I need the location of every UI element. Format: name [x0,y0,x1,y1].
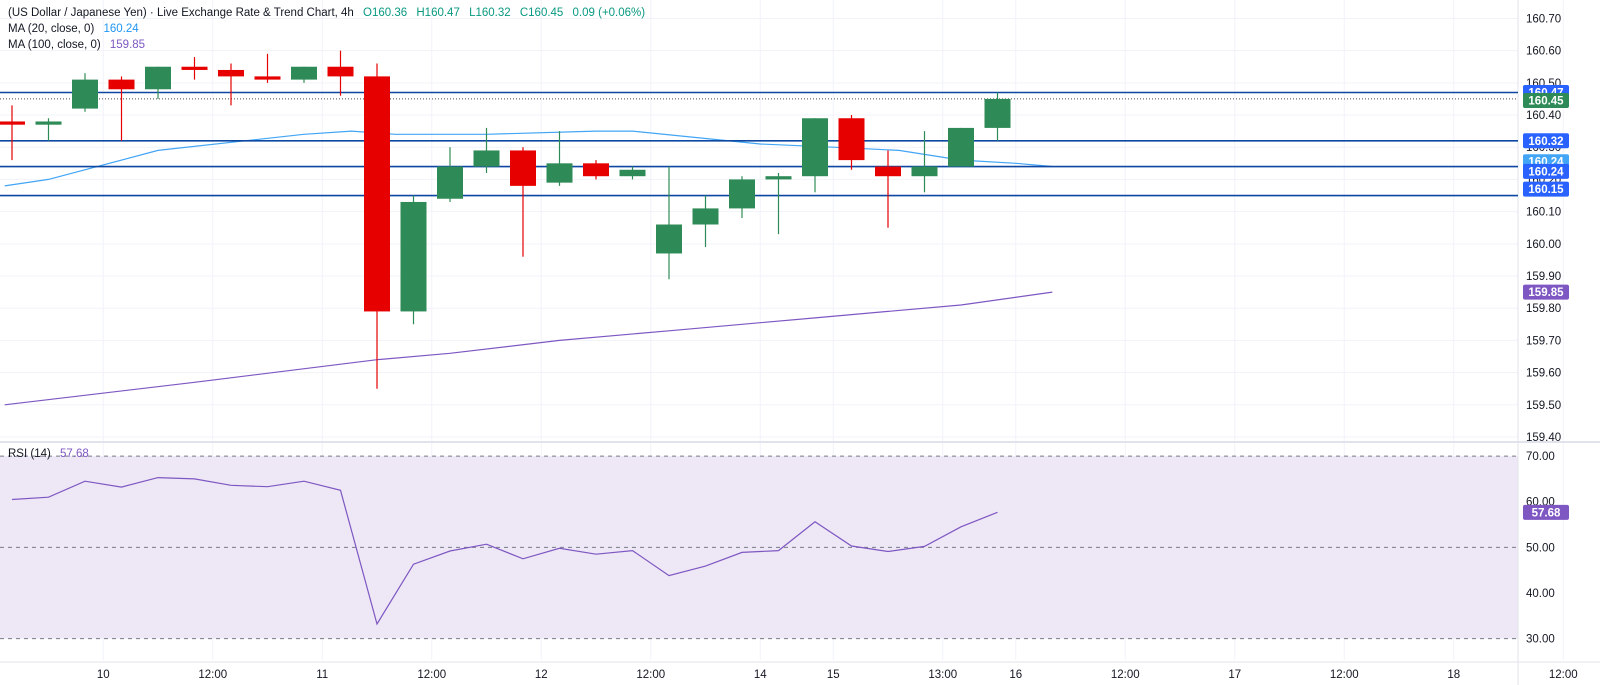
candle-up [145,66,171,90]
rsi-tag-bg [1523,504,1569,520]
rsi-axis-tick: 70.00 [1526,451,1555,463]
candle-down [218,69,244,77]
time-axis-tick: 18 [1447,669,1460,681]
price-axis-tick: 159.50 [1526,400,1561,412]
ohlc-open: O160.36 [363,7,408,19]
price-axis-tick: 159.80 [1526,303,1561,315]
candle-down [254,76,281,80]
candle-down [875,166,901,177]
candle-down [108,79,135,90]
candle-up [984,98,1011,128]
rsi-axis-tick: 50.00 [1526,542,1555,554]
time-axis-tick: 12:00 [1111,669,1140,681]
rsi-axis-tick: 30.00 [1526,634,1555,646]
candle-up [911,166,938,177]
price-axis-tick: 160.40 [1526,110,1561,122]
rsi-label: RSI (14) [8,448,51,460]
time-axis-tick: 12:00 [636,669,665,681]
rsi-tag: 57.68 [1532,507,1561,519]
candle-up [35,121,62,125]
price-axis-tick: 160.60 [1526,46,1561,58]
time-axis-tick: 17 [1228,669,1241,681]
symbol-legend: (US Dollar / Japanese Yen) · Live Exchan… [8,6,651,21]
time-axis-tick: 14 [754,669,767,681]
candle-down [510,150,536,186]
time-axis-tick: 12 [535,669,548,681]
symbol-title: (US Dollar / Japanese Yen) · Live Exchan… [8,7,354,19]
price-tag: 160.45 [1528,96,1564,108]
price-tag-bg [1523,133,1569,149]
ma100-legend[interactable]: MA (100, close, 0) 159.85 [8,38,151,53]
price-axis-tick: 159.70 [1526,335,1561,347]
candle-up [729,179,755,209]
ohlc-close: C160.45 [519,7,564,19]
rsi-axis-tick: 40.00 [1526,588,1555,600]
ma100-label: MA (100, close, 0) [8,39,101,51]
candle-down [838,118,865,161]
ma20-label: MA (20, close, 0) [8,23,95,35]
ohlc-change: 0.09 (+0.06%) [572,7,646,19]
price-axis-tick: 159.90 [1526,271,1561,283]
candle-down [327,66,354,77]
ohlc-high: H160.47 [416,7,460,19]
candle-up [546,163,573,183]
price-tag: 160.15 [1528,184,1564,196]
ma20-legend[interactable]: MA (20, close, 0) 160.24 [8,22,145,37]
ma20-line [4,130,1053,187]
candle-up [692,208,719,225]
time-axis-tick: 12:00 [417,669,446,681]
time-axis-tick: 13:00 [928,669,957,681]
price-tag-bg [1523,181,1569,197]
time-axis-tick: 16 [1009,669,1022,681]
time-axis-tick: 12:00 [1330,669,1359,681]
candle-down [364,76,390,312]
candle-up [656,224,682,254]
candle-down [583,163,609,177]
time-axis-tick: 15 [827,669,840,681]
ma100-value: 159.85 [109,39,146,51]
candle-up [802,118,828,177]
price-axis-tick: 160.70 [1526,13,1561,25]
price-axis-tick: 159.40 [1526,432,1561,444]
price-tag: 160.32 [1528,136,1563,148]
candle-down [181,66,208,70]
price-tag-bg [1523,163,1569,179]
price-axis-tick: 160.00 [1526,239,1561,251]
price-tag: 159.85 [1528,287,1564,299]
candle-up [619,169,646,177]
price-axis-tick: 159.60 [1526,368,1561,380]
rsi-legend[interactable]: RSI (14) 57.68 [8,447,95,462]
ma20-value: 160.24 [103,23,139,35]
time-axis-tick: 10 [97,669,110,681]
time-axis-tick: 12:00 [1549,669,1578,681]
price-tag-bg [1523,284,1569,300]
candle-up [948,127,974,167]
candle-up [473,150,500,167]
candle-up [437,166,463,199]
candle-up [291,66,317,80]
price-tag: 160.24 [1528,166,1564,178]
candle-down [0,121,25,125]
rsi-line [11,476,998,626]
price-axis-tick: 160.10 [1526,207,1561,219]
candle-up [400,201,427,312]
price-tag-bg [1523,93,1569,109]
ohlc-low: L160.32 [469,7,511,19]
candle-up [765,176,792,180]
time-axis-tick: 11 [316,669,328,681]
ma100-line [4,291,1053,406]
time-axis-tick: 12:00 [198,669,227,681]
rsi-value: 57.68 [60,448,89,460]
candle-up [72,79,98,109]
